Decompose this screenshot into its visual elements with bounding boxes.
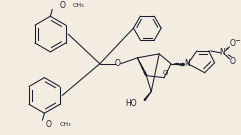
Text: N: N: [184, 59, 190, 68]
Text: CH₃: CH₃: [73, 3, 85, 8]
Text: HO: HO: [125, 99, 136, 108]
Text: O: O: [59, 1, 65, 10]
Text: N: N: [220, 48, 225, 57]
Text: +: +: [224, 46, 228, 51]
Text: CH₃: CH₃: [59, 122, 71, 127]
Text: O: O: [229, 39, 235, 48]
Text: O: O: [229, 57, 235, 66]
Text: O: O: [115, 59, 120, 68]
Text: O: O: [162, 70, 168, 76]
Text: O: O: [45, 120, 51, 129]
Text: −: −: [234, 38, 240, 44]
